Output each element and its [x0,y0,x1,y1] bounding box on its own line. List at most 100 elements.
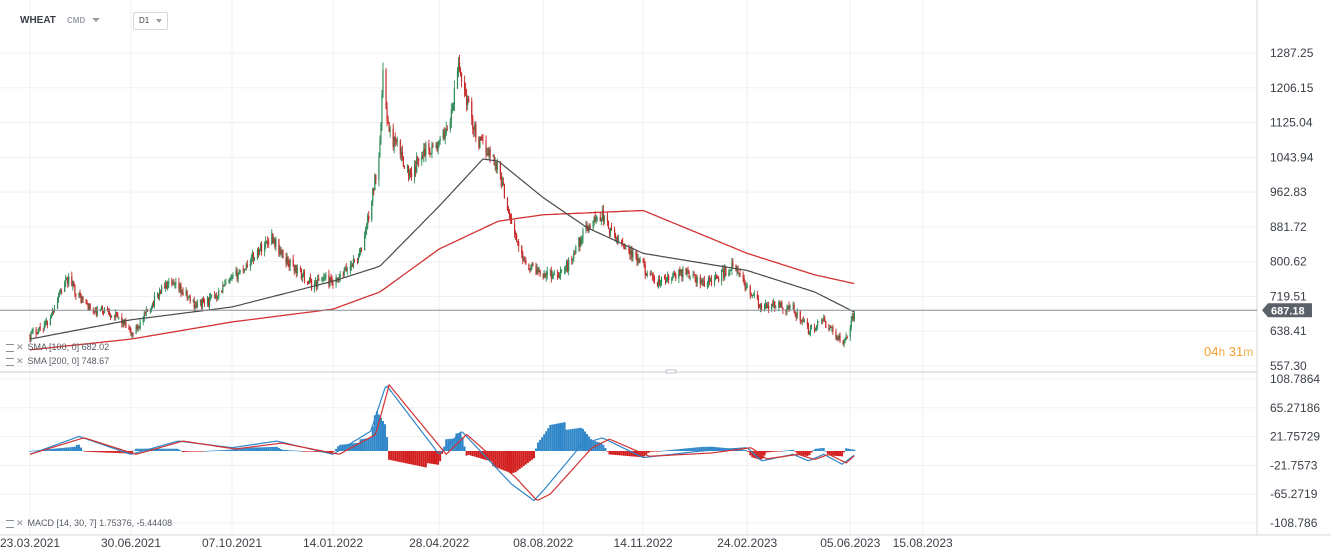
candle [346,266,348,276]
candle [688,269,690,279]
histogram-bar [220,450,223,452]
symbol-label[interactable]: WHEAT [20,15,56,26]
histogram-bar [73,446,76,452]
histogram-bar [377,414,380,452]
histogram-bar [261,447,264,452]
candle [358,248,361,258]
histogram-bar [161,448,164,452]
histogram-bar [671,449,674,452]
candle [638,258,640,264]
candle [389,125,391,138]
candle [400,146,402,162]
histogram-bar [702,446,705,452]
histogram-bar [88,451,91,452]
histogram-bar [820,448,823,452]
candle [432,142,434,148]
candle [715,274,718,279]
settings-lines-icon[interactable] [6,519,14,528]
legend-sma-200[interactable]: ✕ SMA [200, 0] 748.67 [6,356,109,367]
candle [168,278,170,288]
settings-lines-icon[interactable] [6,343,14,352]
histogram-bar [271,446,274,452]
histogram-bar [637,451,640,457]
candle [89,303,91,311]
candle [349,260,351,275]
candle [800,319,802,324]
candle [273,236,275,245]
histogram-bar [45,449,48,452]
candle [539,269,541,278]
candle [135,324,137,335]
candle [810,324,813,330]
histogram-bar [308,451,311,452]
candle [813,323,816,334]
time-axis[interactable]: 23.03.2021 30.06.2021 07.10.2021 14.01.2022… [0,536,953,550]
candle [732,258,734,268]
candle [707,275,710,288]
macd-tick-label: -21.7573 [1270,458,1318,472]
macd-axis[interactable]: 108.7864 65.27186 21.75729 -21.7573 -65.2719… [1270,372,1320,530]
chevron-down-icon[interactable] [92,18,100,22]
histogram-bar [359,439,362,452]
candle [728,269,730,277]
candle [137,324,139,332]
histogram-bar [226,449,229,452]
legend-macd[interactable]: ✕ MACD [14, 30, 7] 1.75376, -5.44408 [6,518,172,529]
timeframe-select[interactable]: D1 [133,12,168,30]
close-icon[interactable]: ✕ [16,518,24,528]
histogram-bar [433,451,435,465]
candle [199,299,201,306]
histogram-bar [639,451,642,458]
histogram-bar [790,450,793,452]
sma-100-line [29,158,855,340]
candle [686,268,688,278]
candle [342,271,344,279]
candle [406,164,409,174]
histogram-bar [530,451,533,460]
histogram-bar [435,451,438,465]
candle [102,310,105,316]
candle [243,268,245,274]
candle [166,281,168,290]
candle [653,275,655,285]
histogram-bar [231,449,233,452]
candle [696,275,698,287]
price-tick-label: 638.41 [1270,324,1307,338]
candle [464,75,466,98]
candle [201,297,204,310]
histogram-bar [365,438,368,452]
histogram-bar [814,448,817,452]
candle [66,277,68,281]
candle [428,139,430,155]
histogram-bar [785,450,788,452]
candle [381,90,383,131]
legend-sma-100[interactable]: ✕ SMA [100, 0] 682.02 [6,342,109,353]
histogram-bar [657,451,660,452]
candle [431,141,433,159]
category-label[interactable]: CMD [67,16,86,25]
candle [71,271,73,287]
candle [359,247,362,256]
candle [689,275,691,281]
candle [730,269,732,271]
price-axis[interactable]: 1287.25 1206.15 1125.04 1043.94 962.83 881.72… [1270,46,1314,373]
candle [408,168,411,180]
histogram-bar [675,449,678,452]
histogram-bar [394,451,397,462]
candle [187,296,189,301]
candle [799,309,801,325]
candle [663,274,666,280]
settings-lines-icon[interactable] [6,357,14,366]
candle [60,288,62,294]
candle [516,232,518,243]
candle [50,312,53,319]
candle [366,222,368,235]
close-icon[interactable]: ✕ [16,356,24,366]
time-tick-label: 05.06.2023 [820,536,880,550]
histogram-bar [61,447,64,452]
close-icon[interactable]: ✕ [16,342,24,352]
panel-resize-handle[interactable] [665,369,677,374]
candle [751,294,753,299]
